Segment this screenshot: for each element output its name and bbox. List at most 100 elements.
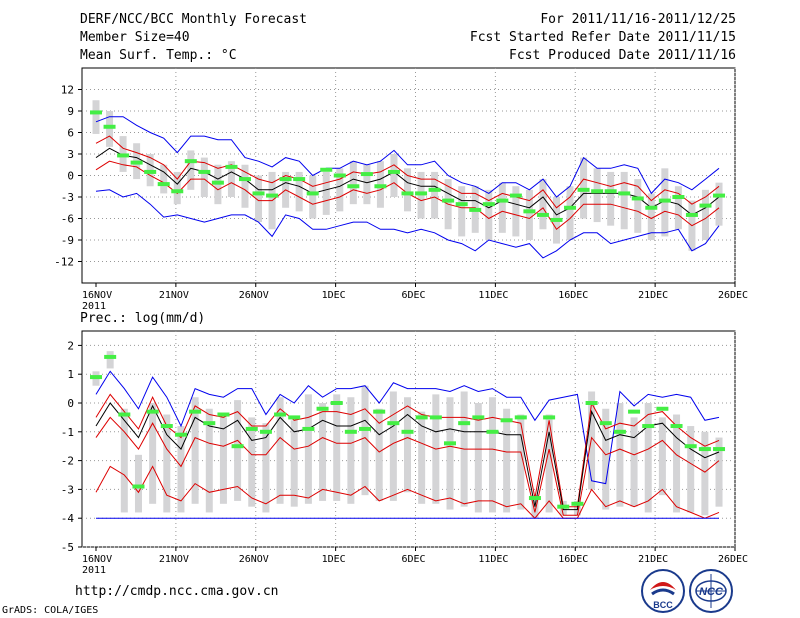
- median-marker: [486, 429, 499, 434]
- spread-box: [304, 394, 312, 504]
- median-marker: [428, 187, 441, 192]
- x-tick-label: 11DEC: [478, 554, 508, 565]
- median-marker: [631, 196, 644, 201]
- y-tick-label: -2: [61, 455, 74, 468]
- median-marker: [203, 421, 216, 426]
- spread-box: [602, 408, 610, 510]
- x-tick-label: 26DEC: [718, 290, 748, 301]
- spread-box: [607, 171, 615, 226]
- y-tick-label: -5: [61, 541, 74, 554]
- median-marker: [713, 447, 726, 452]
- median-marker: [429, 415, 442, 420]
- spread-box: [375, 408, 383, 501]
- median-marker: [713, 193, 726, 198]
- bcc-logo: BCC: [641, 569, 685, 613]
- median-marker: [252, 191, 265, 196]
- x-tick-label: 6DEC: [401, 554, 425, 565]
- median-marker: [528, 496, 541, 501]
- x-tick-label: 1DEC: [322, 554, 346, 565]
- bcc-logo-text: BCC: [653, 600, 673, 610]
- spread-box: [200, 157, 208, 197]
- spread-box: [248, 417, 256, 507]
- median-marker: [401, 191, 414, 196]
- x-tick-label: 21NOV: [159, 290, 189, 301]
- source-url[interactable]: http://cmdp.ncc.cma.gov.cn: [75, 584, 279, 599]
- member-size: Member Size=40: [80, 30, 190, 45]
- median-marker: [458, 421, 471, 426]
- spread-box: [512, 186, 520, 237]
- median-marker: [514, 415, 527, 420]
- spread-box: [616, 403, 624, 507]
- median-marker: [415, 415, 428, 420]
- median-marker: [604, 189, 617, 194]
- spread-box: [173, 171, 181, 205]
- median-marker: [146, 409, 159, 414]
- median-marker: [599, 421, 612, 426]
- median-marker: [564, 205, 577, 210]
- series-line-upper: [95, 135, 720, 209]
- median-marker: [645, 205, 658, 210]
- spread-box: [389, 391, 397, 501]
- median-marker: [500, 418, 513, 423]
- median-marker: [333, 173, 346, 178]
- median-marker: [670, 424, 683, 429]
- spread-box: [160, 164, 168, 194]
- x-tick-label: 11DEC: [478, 290, 508, 301]
- median-marker: [288, 415, 301, 420]
- spread-box: [361, 385, 369, 496]
- median-marker: [316, 406, 329, 411]
- median-marker: [103, 124, 116, 129]
- series-line-max: [95, 370, 720, 485]
- median-marker: [198, 169, 211, 174]
- median-marker: [157, 182, 170, 187]
- x-tick-label: 21NOV: [159, 554, 189, 565]
- median-marker: [373, 409, 386, 414]
- median-marker: [685, 212, 698, 217]
- x-tick-label: 26NOV: [239, 290, 269, 301]
- median-marker: [130, 160, 143, 165]
- ncc-logo-text: NCC: [699, 586, 724, 598]
- y-tick-label: -1: [61, 426, 74, 439]
- variable-label: Mean Surf. Temp.: °C: [80, 48, 237, 63]
- spread-box: [290, 420, 298, 507]
- spread-box: [92, 100, 100, 134]
- spread-box: [205, 408, 213, 513]
- median-marker: [189, 409, 202, 414]
- median-marker: [415, 191, 428, 196]
- x-tick-label: 16DEC: [558, 290, 588, 301]
- median-marker: [225, 164, 238, 169]
- chart-title: DERF/NCC/BCC Monthly Forecast: [80, 12, 307, 27]
- series-line-upper: [95, 393, 720, 508]
- series-line-mean: [95, 402, 720, 511]
- y-tick-label: -4: [61, 512, 75, 525]
- spread-box: [674, 186, 682, 230]
- spread-box: [276, 397, 284, 504]
- spread-box: [309, 175, 317, 219]
- median-marker: [698, 447, 711, 452]
- spread-box: [458, 186, 466, 237]
- median-marker: [174, 432, 187, 437]
- y-tick-label: 1: [67, 368, 74, 381]
- spread-box: [418, 411, 426, 504]
- spread-box: [715, 182, 723, 226]
- spread-box: [566, 186, 574, 240]
- spread-box: [322, 171, 330, 215]
- y-tick-label: 2: [67, 339, 74, 352]
- spread-box: [630, 417, 638, 507]
- spread-box: [525, 189, 533, 240]
- y-tick-label: 6: [67, 127, 74, 140]
- spread-box: [347, 397, 355, 504]
- spread-box: [715, 437, 723, 507]
- median-marker: [496, 198, 509, 203]
- spread-box: [191, 397, 199, 504]
- x-tick-label: 26NOV: [239, 554, 269, 565]
- spread-box: [106, 351, 114, 369]
- median-marker: [469, 207, 482, 212]
- median-marker: [455, 202, 468, 207]
- y-tick-label: -3: [61, 483, 74, 496]
- median-marker: [245, 426, 258, 431]
- spread-box: [404, 397, 412, 493]
- y-tick-label: 9: [67, 105, 74, 118]
